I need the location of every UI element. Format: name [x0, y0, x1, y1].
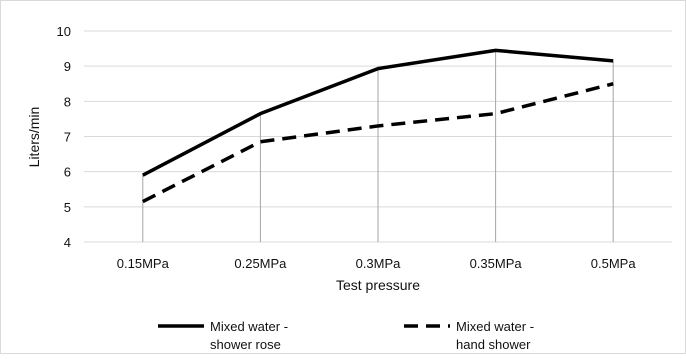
y-tick-label: 6 — [64, 165, 71, 180]
x-axis-label: Test pressure — [336, 277, 420, 293]
legend-label: Mixed water - — [210, 319, 288, 334]
legend-label: shower rose — [210, 337, 281, 352]
series-lines — [141, 48, 614, 204]
legend-label: Mixed water - — [456, 319, 534, 334]
x-tick-label: 0.35MPa — [470, 256, 523, 271]
y-tick-label: 4 — [64, 235, 71, 250]
x-tick-label: 0.25MPa — [234, 256, 287, 271]
legend-item: Mixed water - hand shower — [404, 319, 534, 352]
x-tick-label: 0.3MPa — [356, 256, 402, 271]
y-tick-label: 5 — [64, 200, 71, 215]
y-tick-label: 8 — [64, 94, 71, 109]
series-line-solid — [141, 48, 614, 177]
y-axis-label: Liters/min — [26, 107, 42, 168]
y-tick-label: 7 — [64, 130, 71, 145]
series-line-dashed — [142, 82, 614, 204]
x-tick-label: 0.15MPa — [117, 256, 170, 271]
legend: Mixed water - shower rose Mixed water - han… — [158, 319, 534, 352]
y-tick-label: 10 — [57, 24, 71, 39]
x-axis-ticks: 0.15MPa 0.25MPa 0.3MPa 0.35MPa 0.5MPa — [117, 256, 637, 271]
y-axis-ticks: 4 5 6 7 8 9 10 — [57, 24, 71, 250]
y-tick-label: 9 — [64, 59, 71, 74]
legend-item: Mixed water - shower rose — [158, 319, 288, 352]
x-tick-label: 0.5MPa — [591, 256, 637, 271]
legend-label: hand shower — [456, 337, 531, 352]
drop-lines — [142, 50, 614, 242]
